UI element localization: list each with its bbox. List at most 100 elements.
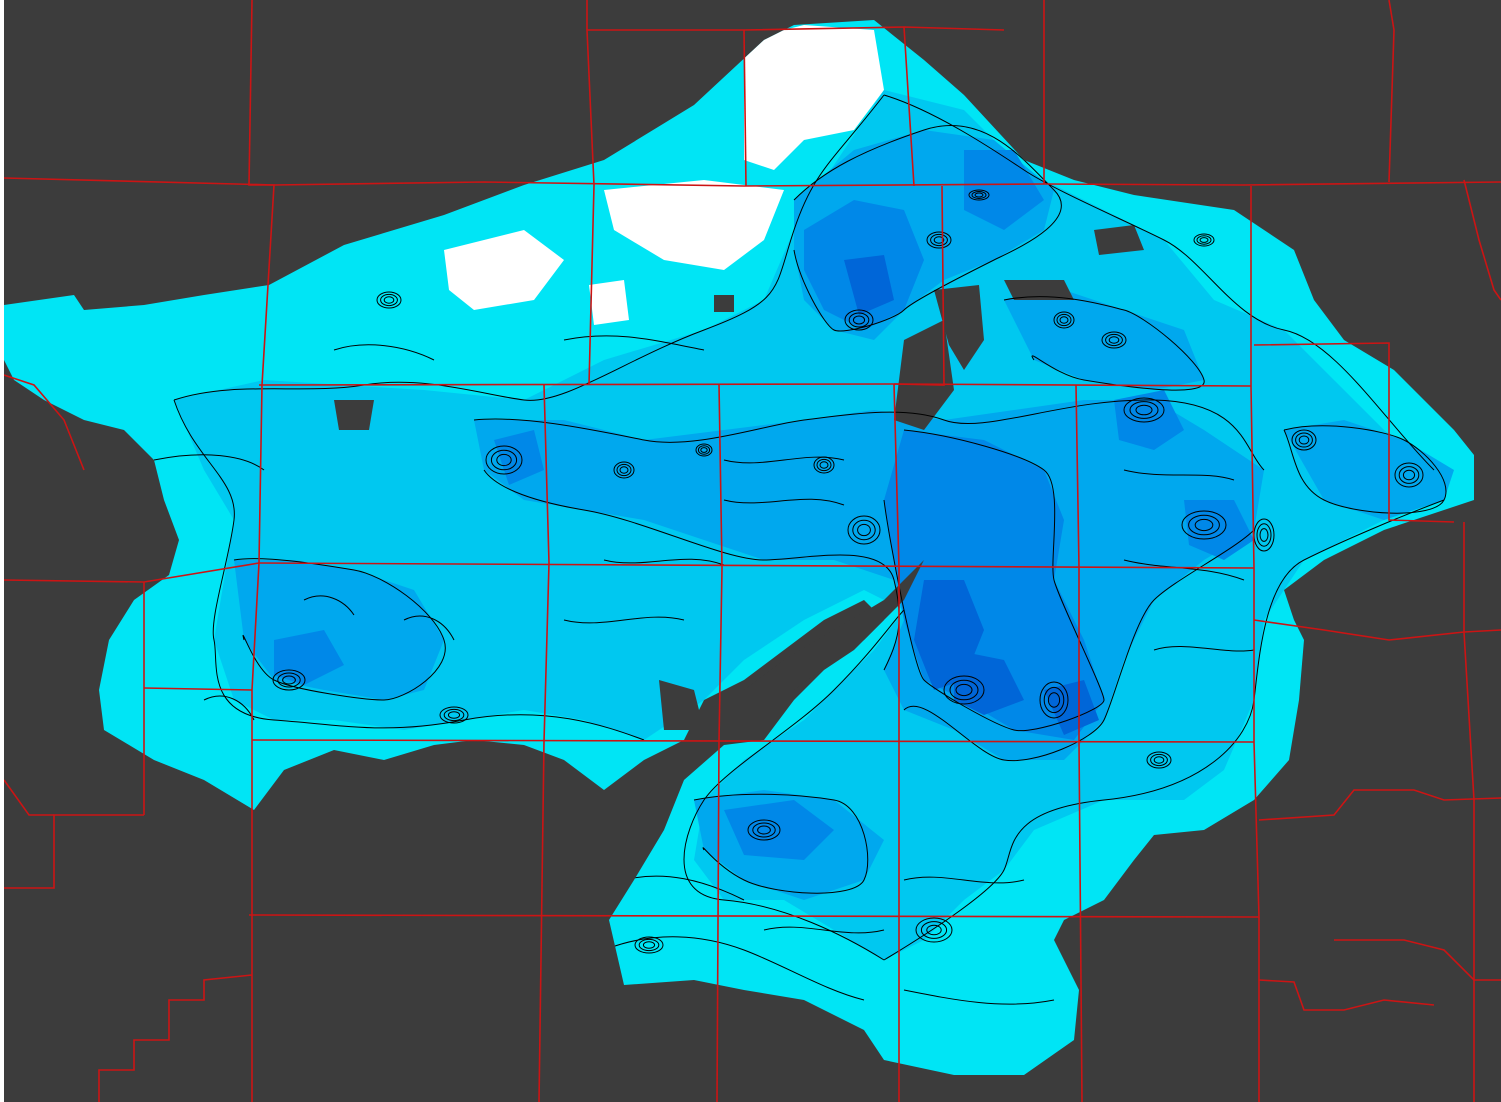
county-boundary bbox=[587, 26, 1005, 31]
contour-map[interactable] bbox=[4, 0, 1501, 1102]
contour-ring bbox=[915, 917, 953, 943]
contour-ring bbox=[380, 293, 398, 307]
field-level-4 bbox=[1114, 390, 1184, 450]
county-boundary bbox=[251, 739, 1255, 743]
contour-ring bbox=[1291, 429, 1317, 451]
contour-line bbox=[1003, 296, 1205, 391]
contour-ring bbox=[955, 683, 973, 697]
contour-line bbox=[483, 469, 900, 671]
county-boundary bbox=[248, 914, 1260, 918]
county-boundary bbox=[1253, 619, 1501, 641]
contour-ring bbox=[848, 312, 870, 328]
contour-ring bbox=[1295, 432, 1313, 448]
contour-ring bbox=[1298, 435, 1310, 445]
contour-line bbox=[623, 875, 1025, 934]
contour-line bbox=[1283, 425, 1447, 514]
county-boundaries bbox=[4, 0, 1501, 1102]
contour-ring bbox=[1053, 311, 1075, 329]
field-level-4 bbox=[724, 800, 834, 860]
contour-ring bbox=[1108, 336, 1120, 344]
contour-ring bbox=[1394, 462, 1424, 488]
contour-rings bbox=[272, 189, 1424, 954]
contour-ring bbox=[282, 675, 296, 685]
contour-ring bbox=[926, 231, 952, 249]
contour-ring bbox=[968, 189, 990, 201]
county-boundary bbox=[4, 814, 144, 889]
contour-ring bbox=[443, 708, 465, 722]
contour-line bbox=[603, 936, 1055, 1005]
contour-ring bbox=[852, 315, 866, 325]
county-boundary bbox=[98, 974, 253, 1102]
contour-line bbox=[203, 595, 455, 721]
contour-line bbox=[233, 558, 446, 701]
contour-ring bbox=[277, 672, 301, 688]
contour-ring bbox=[490, 449, 518, 471]
contour-ring bbox=[700, 447, 708, 453]
county-boundary bbox=[258, 562, 1255, 569]
contour-ring bbox=[447, 711, 461, 719]
contour-ring bbox=[1105, 333, 1123, 347]
contour-ring bbox=[1043, 686, 1065, 714]
field-level-5 bbox=[844, 255, 894, 315]
county-boundary bbox=[1463, 522, 1475, 801]
contour-line bbox=[693, 793, 869, 894]
field-low-area bbox=[589, 280, 629, 325]
contour-line bbox=[683, 609, 905, 961]
contour-ring bbox=[1199, 237, 1209, 243]
field-low-area bbox=[744, 25, 884, 170]
county-boundary bbox=[1463, 179, 1501, 301]
contour-line bbox=[883, 499, 1445, 961]
county-boundary bbox=[143, 687, 253, 691]
contour-ring bbox=[974, 192, 984, 198]
contour-line bbox=[153, 335, 705, 471]
county-boundary bbox=[1388, 0, 1395, 183]
county-boundary bbox=[893, 185, 945, 386]
contour-ring bbox=[383, 296, 395, 304]
no-data-hole bbox=[894, 320, 954, 430]
no-data-hole bbox=[659, 680, 704, 730]
contour-ring bbox=[439, 706, 469, 724]
contour-ring bbox=[634, 936, 664, 954]
county-boundary bbox=[893, 383, 900, 1102]
county-boundary bbox=[1250, 186, 1260, 1102]
field-level-4 bbox=[494, 430, 544, 485]
contour-ring bbox=[1181, 510, 1227, 540]
contour-ring bbox=[695, 443, 713, 457]
contour-ring bbox=[638, 938, 660, 952]
contour-ring bbox=[813, 456, 835, 474]
no-data-hole bbox=[1094, 225, 1144, 255]
contour-ring bbox=[852, 519, 876, 541]
county-boundary bbox=[903, 26, 915, 187]
contour-ring bbox=[376, 291, 402, 309]
contour-ring bbox=[1402, 469, 1416, 481]
contour-ring bbox=[697, 445, 711, 455]
contour-ring bbox=[819, 461, 829, 469]
no-data-holes bbox=[334, 225, 1144, 730]
county-boundary bbox=[1258, 979, 1435, 1011]
contour-ring bbox=[930, 233, 948, 247]
contour-ring bbox=[1194, 518, 1214, 532]
contour-line bbox=[883, 429, 1105, 732]
county-boundary bbox=[4, 779, 54, 816]
no-data-hole bbox=[334, 400, 374, 430]
contour-ring bbox=[752, 822, 776, 838]
contour-lines bbox=[153, 94, 1447, 1005]
contour-ring bbox=[757, 825, 771, 835]
county-boundary bbox=[1253, 342, 1455, 523]
county-boundary bbox=[716, 383, 723, 1102]
contour-ring bbox=[926, 924, 942, 936]
contour-ring bbox=[847, 515, 881, 545]
contour-ring bbox=[1196, 235, 1212, 245]
contour-line bbox=[173, 94, 885, 401]
county-boundary bbox=[4, 374, 85, 471]
contour-ring bbox=[1135, 404, 1153, 416]
county-boundary bbox=[1258, 789, 1501, 821]
contour-ring bbox=[272, 669, 306, 691]
contour-ring bbox=[1153, 756, 1165, 764]
contour-ring bbox=[1056, 313, 1072, 327]
contour-line bbox=[473, 399, 1265, 471]
contour-ring bbox=[619, 466, 629, 474]
contour-ring bbox=[1059, 316, 1069, 324]
no-data-hole bbox=[1004, 280, 1074, 300]
